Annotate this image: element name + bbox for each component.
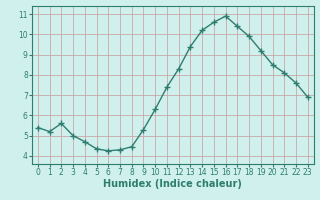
X-axis label: Humidex (Indice chaleur): Humidex (Indice chaleur) — [103, 179, 242, 189]
